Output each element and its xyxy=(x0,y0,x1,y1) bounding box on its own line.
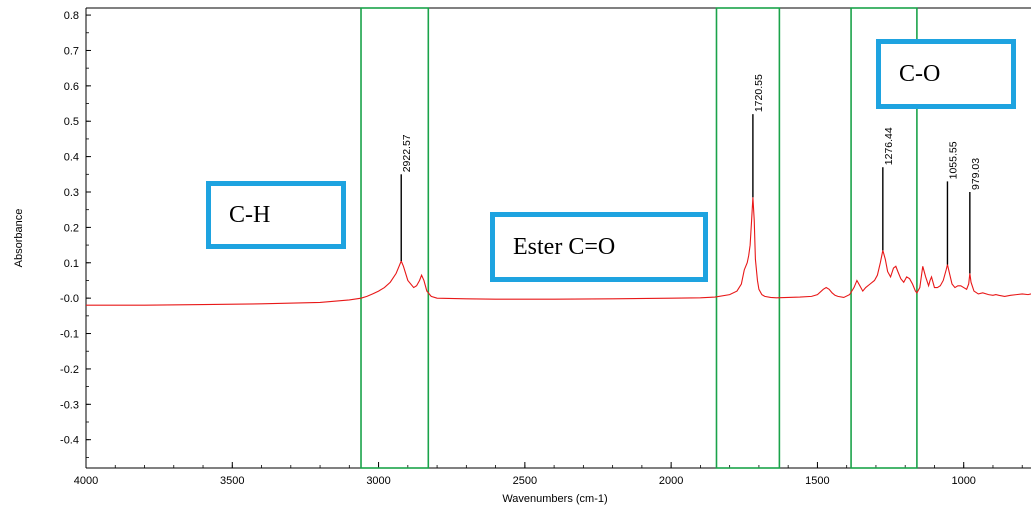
y-tick-label: -0.1 xyxy=(60,329,79,341)
highlight-region-box xyxy=(715,7,781,469)
x-tick-label: 2500 xyxy=(513,475,537,487)
annotation-ester-co-text: Ester C=O xyxy=(513,233,616,260)
x-ticks: 4000 3500 3000 2500 2000 1500 1000 xyxy=(74,462,1023,487)
annotation-co: C-O xyxy=(876,39,1016,109)
annotation-ester-co: Ester C=O xyxy=(490,212,708,282)
annotation-co-text: C-O xyxy=(899,60,941,87)
x-tick-label: 1000 xyxy=(951,475,975,487)
x-axis-title: Wavenumbers (cm-1) xyxy=(502,493,607,505)
y-tick-label: 0.8 xyxy=(64,10,79,22)
y-tick-label: 0.5 xyxy=(64,116,79,128)
x-tick-label: 1500 xyxy=(805,475,829,487)
y-ticks: 0.8 0.7 0.6 0.5 0.4 0.3 0.2 0.1 -0.0 -0.1 -0.2 -0.3… xyxy=(60,10,91,458)
peak-label: 2922.57 xyxy=(401,134,413,172)
annotation-ch-text: C-H xyxy=(229,201,271,228)
highlight-region-box xyxy=(850,7,918,469)
peak-label: 979.03 xyxy=(970,158,982,190)
highlight-region-box xyxy=(360,7,430,469)
y-tick-label: -0.3 xyxy=(60,399,79,411)
y-tick-label: -0.4 xyxy=(60,435,79,447)
x-tick-label: 2000 xyxy=(659,475,683,487)
y-tick-label: 0.7 xyxy=(64,45,79,57)
y-tick-label: 0.1 xyxy=(64,258,79,270)
peak-label: 1276.44 xyxy=(883,127,895,165)
y-tick-label: 0.6 xyxy=(64,81,79,93)
annotation-ch: C-H xyxy=(206,181,346,249)
spectrum-series-line xyxy=(86,197,1031,306)
x-tick-label: 3000 xyxy=(366,475,390,487)
y-tick-label: 0.3 xyxy=(64,187,79,199)
y-axis-title: Absorbance xyxy=(13,209,25,268)
y-tick-label: -0.0 xyxy=(60,293,79,305)
y-tick-label: -0.2 xyxy=(60,364,79,376)
x-tick-label: 4000 xyxy=(74,475,98,487)
peak-label: 1055.55 xyxy=(947,141,959,179)
peak-label: 1720.55 xyxy=(753,74,765,112)
peak-labels: 2922.57 1720.55 1276.44 1055.55 979.03 xyxy=(400,74,982,274)
y-tick-label: 0.4 xyxy=(64,152,79,164)
x-tick-label: 3500 xyxy=(220,475,244,487)
highlight-regions xyxy=(360,7,918,469)
y-tick-label: 0.2 xyxy=(64,222,79,234)
